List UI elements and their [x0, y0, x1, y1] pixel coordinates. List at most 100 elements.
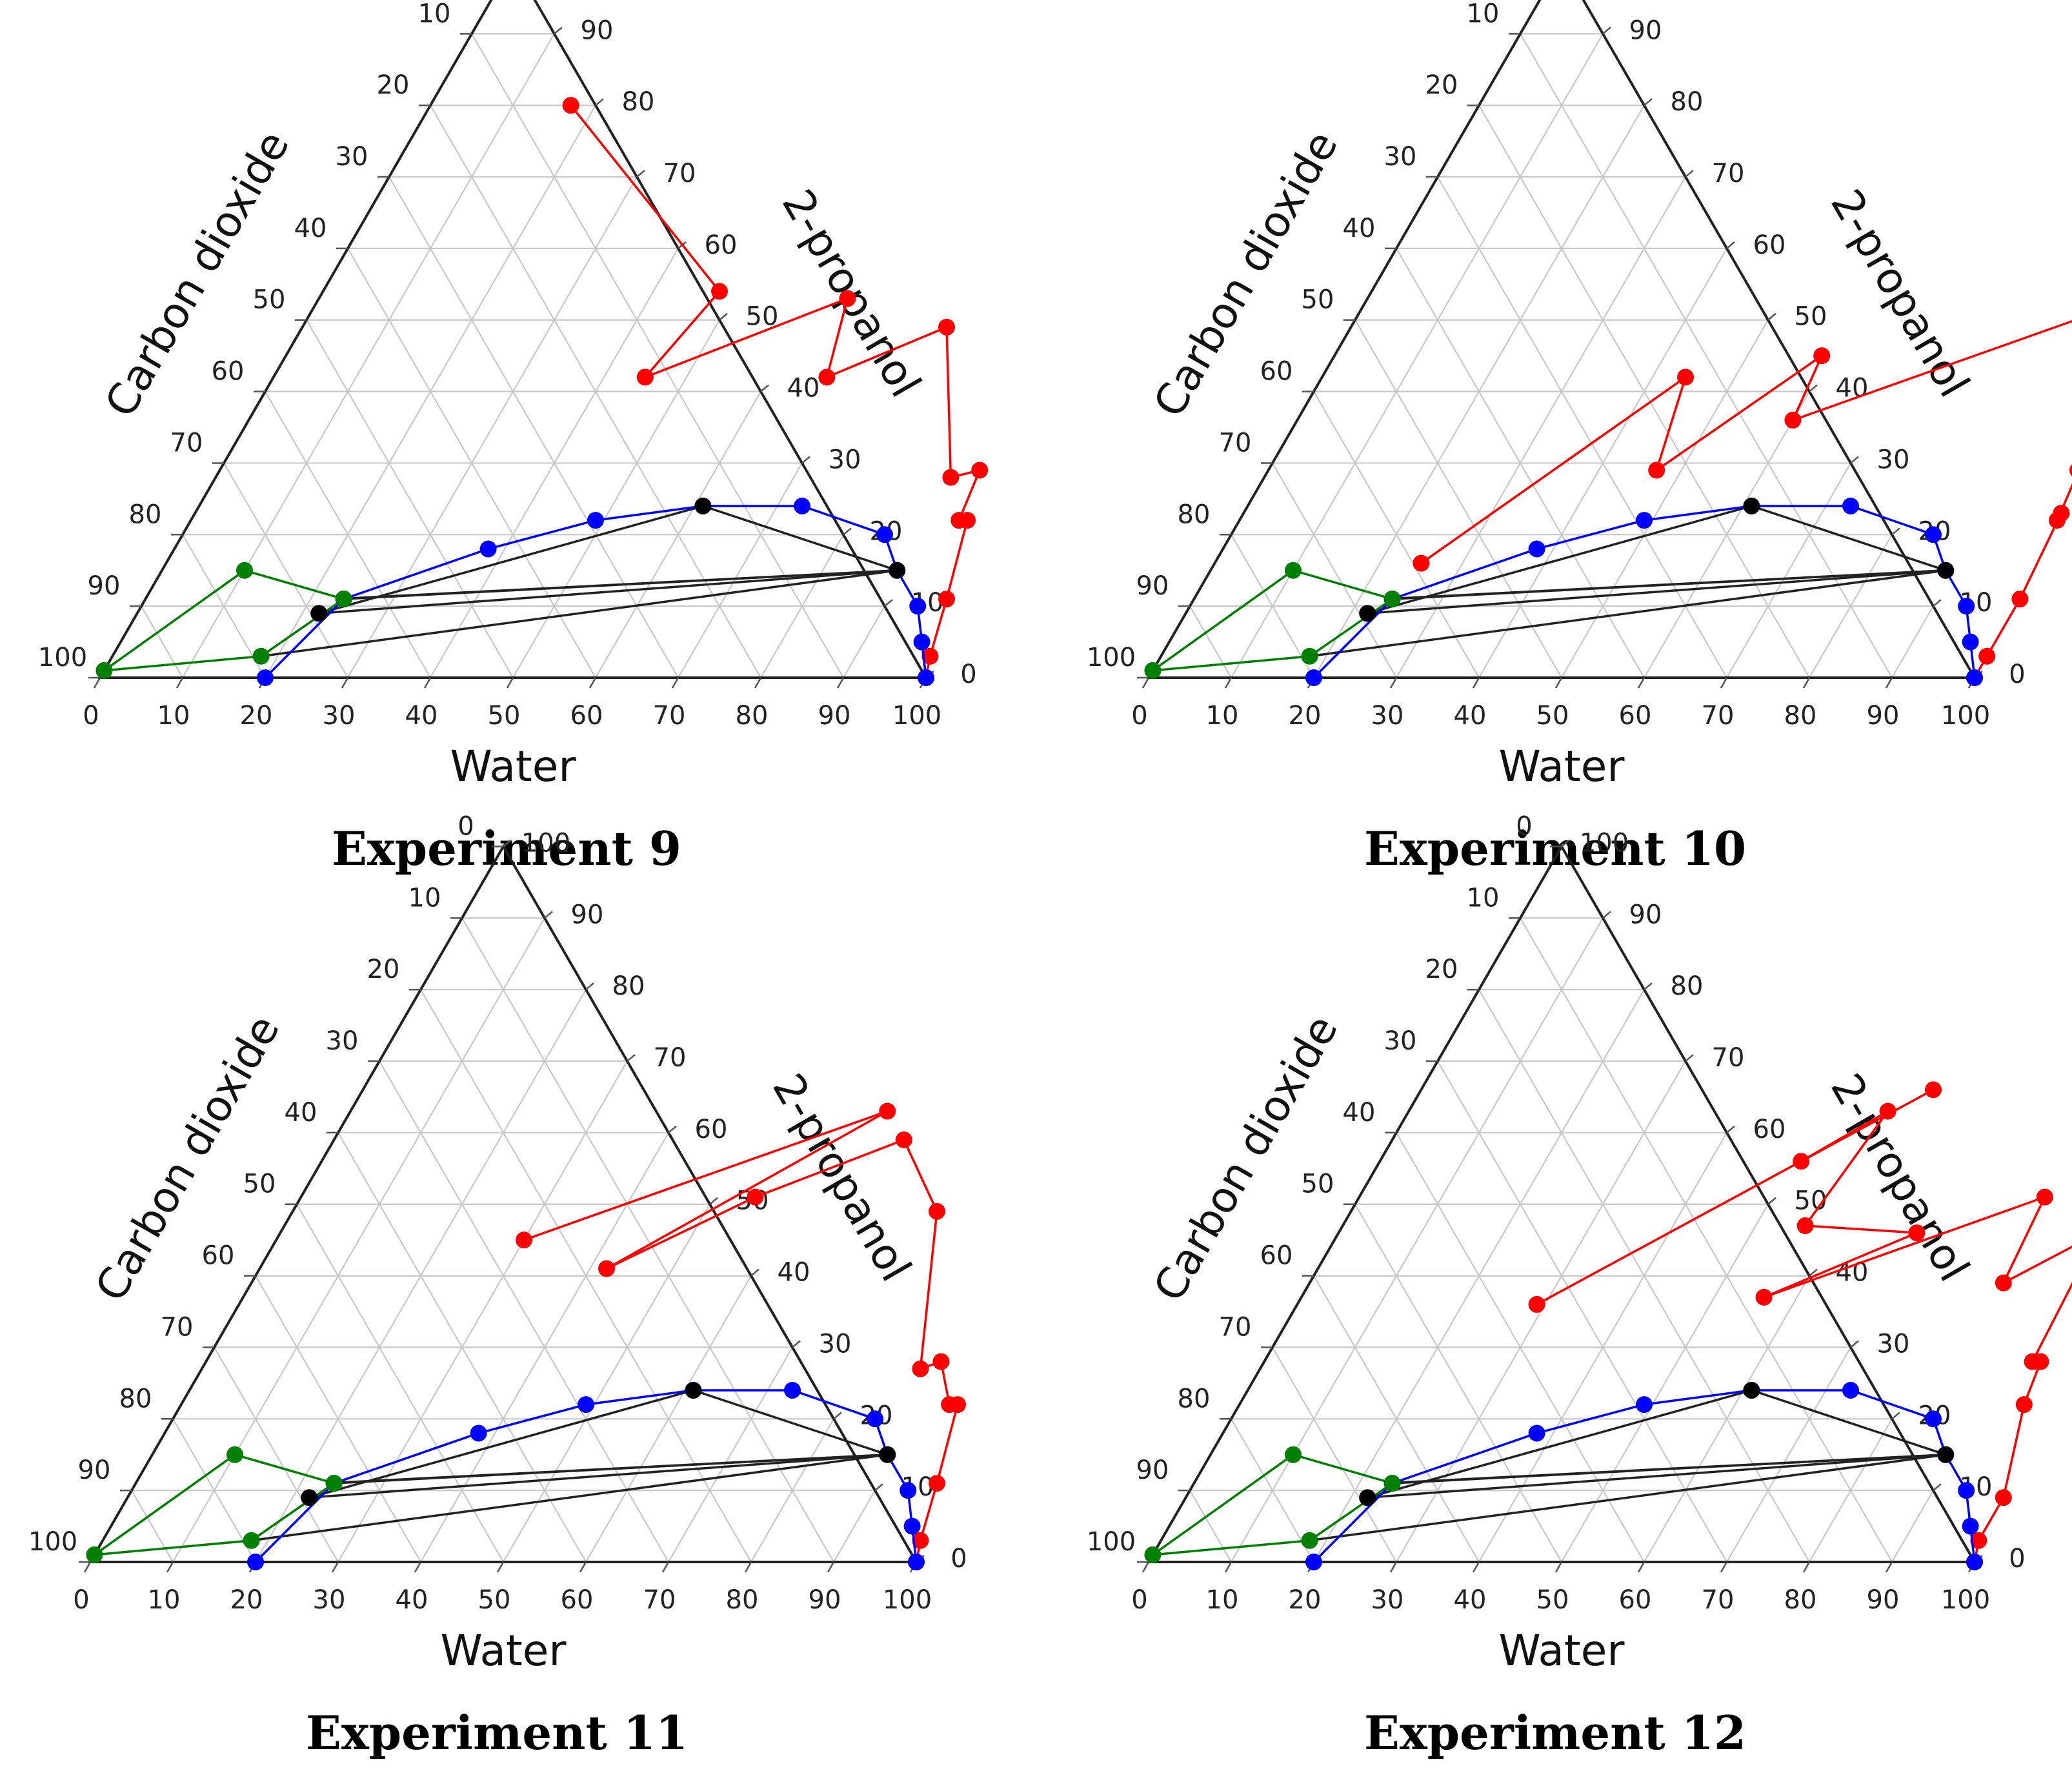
grid-line — [306, 319, 514, 678]
co2-tick-label: 20 — [1425, 70, 1458, 100]
tick-mark — [331, 1561, 339, 1573]
tick-mark — [1554, 677, 1563, 689]
water-tick-label: 60 — [1619, 1585, 1652, 1615]
water-tick-label: 70 — [653, 701, 686, 731]
tick-mark — [1142, 1561, 1150, 1573]
co2-tick-label: 70 — [1219, 428, 1252, 458]
tie-line-endpoint — [1743, 1381, 1760, 1399]
grid-line — [833, 1490, 876, 1563]
co2-tick-label: 20 — [1425, 955, 1458, 984]
tick-mark — [1809, 384, 1818, 392]
green-data-point — [252, 647, 270, 665]
ternary-panel: 0001010102020203030304040405050506060607… — [28, 811, 967, 1760]
grid-line — [347, 176, 638, 678]
co2-tick-label: 80 — [1178, 1384, 1211, 1414]
tick-mark — [506, 677, 514, 689]
propanol-tick-label: 60 — [705, 230, 738, 260]
grid-line — [1313, 1275, 1480, 1563]
tick-mark — [874, 1483, 883, 1492]
red-data-point — [2015, 1396, 2033, 1414]
tick-mark — [341, 677, 349, 689]
propanol-tick-label: 60 — [1753, 1115, 1786, 1144]
grid-line — [503, 1204, 710, 1563]
grid-line — [255, 1275, 421, 1563]
blue-data-point — [479, 540, 497, 558]
water-tick-label: 40 — [396, 1585, 428, 1615]
red-data-point — [1995, 1274, 2012, 1292]
tick-mark — [792, 1340, 801, 1348]
tie-line — [308, 1389, 694, 1499]
water-axis-title: Water — [1498, 742, 1625, 791]
water-tick-label: 90 — [809, 1585, 841, 1615]
water-tick-label: 10 — [157, 701, 190, 731]
grid-line — [1891, 605, 1934, 678]
water-tick-label: 80 — [1784, 701, 1817, 731]
tie-line-endpoint — [301, 1489, 318, 1506]
water-tick-label: 10 — [1206, 1585, 1239, 1615]
red-data-point — [2036, 1188, 2053, 1206]
tick-mark — [1472, 677, 1480, 689]
propanol-tick-label: 100 — [1580, 828, 1629, 858]
co2-tick-label: 40 — [1343, 214, 1376, 243]
grid-line — [668, 1346, 793, 1563]
propanol-tick-label: 30 — [819, 1329, 852, 1359]
tick-mark — [1767, 1197, 1776, 1205]
tick-mark — [1885, 1561, 1893, 1573]
green-data-point — [1301, 1532, 1318, 1549]
grid-line — [1396, 1132, 1645, 1563]
propanol-tick-label: 0 — [2009, 1544, 2025, 1574]
blue-data-point — [1305, 1554, 1322, 1570]
green-data-point — [243, 1532, 260, 1549]
green-series-line — [1149, 569, 1393, 673]
tick-mark — [671, 677, 679, 689]
propanol-tick-label: 80 — [1671, 971, 1704, 1001]
red-data-point — [895, 1131, 912, 1148]
propanol-tick-label: 0 — [951, 1544, 967, 1574]
red-data-point — [879, 1102, 896, 1120]
grid-line — [141, 605, 183, 678]
water-tick-label: 40 — [1454, 701, 1487, 731]
blue-data-point — [1958, 598, 1975, 615]
grid-line — [379, 1060, 669, 1563]
tick-mark — [884, 599, 893, 607]
co2-tick-label: 80 — [129, 500, 162, 529]
red-data-point — [711, 283, 728, 300]
water-axis-title: Water — [440, 1626, 567, 1676]
co2-tick-label: 30 — [1384, 142, 1417, 172]
co2-tick-label: 60 — [1260, 357, 1293, 387]
red-data-point — [516, 1232, 532, 1249]
tie-line — [1367, 1453, 1946, 1499]
co2-tick-label: 40 — [1343, 1098, 1376, 1128]
tie-line — [1309, 569, 1946, 658]
grid — [1189, 33, 1934, 678]
red-data-point — [1970, 1532, 1987, 1549]
grid-line — [1726, 1346, 1851, 1563]
propanol-tick-label: 90 — [581, 15, 614, 45]
water-tick-label: 0 — [1131, 1585, 1147, 1615]
co2-axis-title: Carbon dioxide — [1144, 1007, 1347, 1310]
blue-data-point — [1958, 1482, 1975, 1499]
red-data-point — [929, 1202, 945, 1220]
co2-tick-label: 90 — [88, 571, 121, 601]
tick-mark — [661, 1561, 670, 1573]
co2-tick-label: 10 — [1467, 0, 1500, 28]
tie-line — [319, 569, 898, 614]
water-tick-label: 50 — [1536, 1585, 1569, 1615]
tick-mark — [1726, 1125, 1735, 1133]
water-tick-label: 100 — [892, 701, 941, 731]
water-tick-label: 10 — [1206, 701, 1239, 731]
water-tick-label: 50 — [488, 701, 521, 731]
co2-tick-label: 70 — [161, 1312, 194, 1342]
grid-line — [223, 462, 348, 678]
blue-data-point — [794, 497, 810, 514]
grid-line — [1354, 1204, 1562, 1563]
propanol-tick-label: 70 — [1712, 1043, 1745, 1073]
tick-mark — [1142, 677, 1150, 689]
propanol-tick-label: 0 — [2009, 660, 2025, 689]
propanol-tick-label: 90 — [1629, 900, 1662, 929]
tie-line — [343, 569, 898, 600]
panel-caption: Experiment 9 — [332, 821, 681, 876]
propanol-tick-label: 90 — [1629, 15, 1662, 45]
blue-data-point — [784, 1381, 801, 1399]
